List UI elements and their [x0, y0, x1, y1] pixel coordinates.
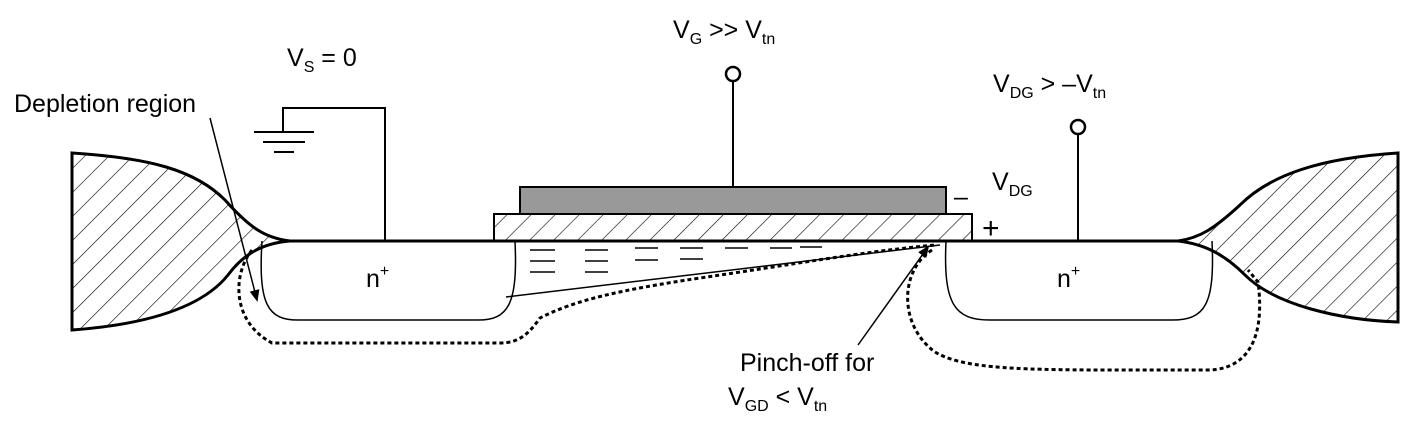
drain-terminal-icon [1069, 118, 1087, 136]
source-voltage-label: VS = 0 [287, 44, 357, 76]
source-n-plus-label: n+ [366, 263, 389, 293]
channel-electrons [530, 246, 822, 273]
drain-condition-label: VDG > –Vtn [993, 70, 1106, 102]
left-field-oxide [70, 151, 291, 332]
pinch-off-label-line1: Pinch-off for [740, 349, 874, 377]
source-n-plus-region [260, 240, 517, 321]
minus-sign: – [954, 183, 968, 211]
channel-boundary [505, 244, 941, 298]
gate-oxide [493, 213, 973, 242]
depletion-arrow [209, 117, 260, 302]
vdg-label: VDG [992, 168, 1033, 200]
pinch-off-arrow [857, 245, 930, 346]
drain-n-plus-label: n+ [1057, 263, 1080, 293]
plus-sign: + [982, 212, 1000, 245]
pinch-off-label-line2: VGD < Vtn [728, 383, 827, 415]
depletion-region-label: Depletion region [14, 90, 196, 118]
gate-terminal-icon [724, 65, 742, 83]
gate-electrode [519, 186, 947, 215]
depletion-boundary-drain [906, 248, 1262, 372]
depletion-boundary-source [237, 243, 936, 345]
gate-voltage-label: VG >> Vtn [673, 16, 775, 48]
right-field-oxide [1177, 151, 1400, 324]
ground-icon [254, 131, 314, 153]
drain-n-plus-region [944, 240, 1214, 321]
source-contact-wire [282, 107, 386, 241]
